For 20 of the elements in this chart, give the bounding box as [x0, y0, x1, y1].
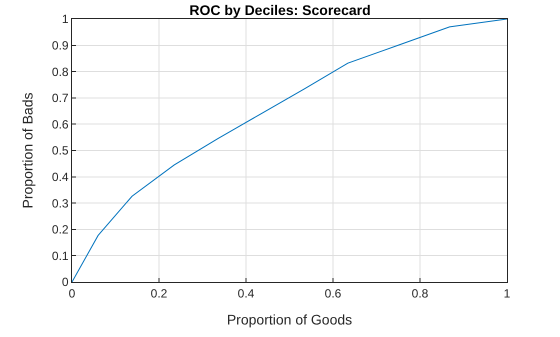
y-tick-label: 0.5 — [52, 144, 69, 158]
x-tick-label: 0.2 — [150, 286, 168, 300]
y-axis-title: Proportion of Bads — [20, 92, 36, 208]
y-tick-label: 0.4 — [52, 170, 69, 184]
x-tick-label: 0.4 — [238, 286, 255, 300]
x-tick-label: 0.8 — [412, 286, 429, 300]
y-tick-label: 0.1 — [52, 248, 69, 263]
x-tick-label: 1 — [504, 286, 511, 300]
line-series — [72, 19, 507, 282]
y-tick-label: 0.2 — [52, 222, 69, 237]
x-axis-title: Proportion of Goods — [226, 312, 352, 328]
y-tick-label: 0.8 — [52, 64, 69, 79]
y-tick-label: 1 — [62, 12, 69, 26]
x-tick-label: 0.6 — [324, 286, 342, 300]
y-tick-label: 0.3 — [52, 196, 69, 210]
chart-title: ROC by Deciles: Scorecard — [189, 2, 371, 18]
y-tick-label: 0.6 — [52, 117, 69, 132]
y-tick-label: 0.9 — [52, 38, 69, 52]
y-tick-label: 0.7 — [52, 91, 69, 106]
y-tick-label: 0 — [62, 275, 69, 290]
